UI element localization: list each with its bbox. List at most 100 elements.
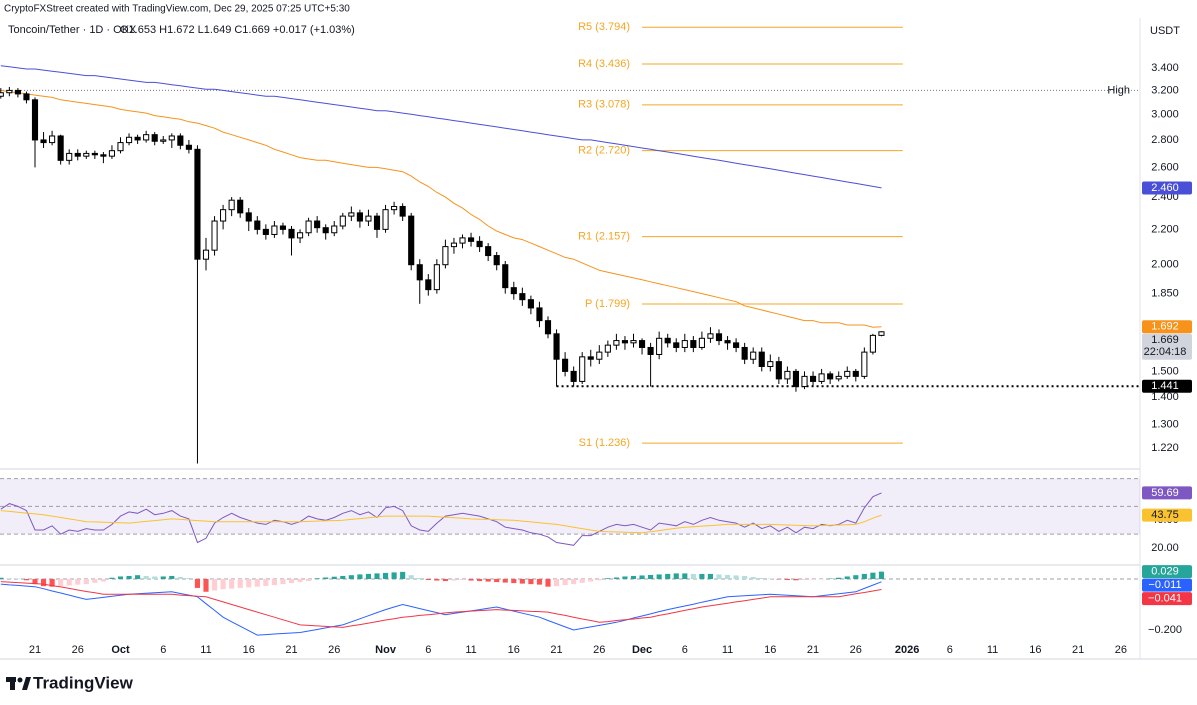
candle-body <box>758 351 765 367</box>
macd-histogram-bar <box>434 579 440 581</box>
price-tag-label: 0.029 <box>1151 566 1179 578</box>
candle-body <box>108 150 116 157</box>
macd-histogram-bar <box>177 576 183 580</box>
branding: TradingView <box>33 673 134 692</box>
candle-body <box>49 135 56 144</box>
candle-body <box>382 209 389 230</box>
y-tick-label: 20.00 <box>1151 542 1179 554</box>
candle-body <box>869 334 876 353</box>
candle-body <box>339 215 346 227</box>
candle-body <box>6 89 13 94</box>
macd-histogram-bar <box>75 579 81 585</box>
y-tick-label: 2.200 <box>1151 223 1179 235</box>
macd-histogram-bar <box>391 572 397 580</box>
macd-histogram-bar <box>237 579 243 588</box>
candle-body <box>296 232 304 239</box>
candle-body <box>202 249 210 260</box>
x-tick-label: 6 <box>425 644 431 656</box>
candle-body <box>194 148 201 260</box>
candle-body <box>74 152 81 157</box>
macd-histogram-bar <box>810 579 816 580</box>
candle-body <box>579 356 586 382</box>
macd-histogram-bar <box>622 576 628 580</box>
price-tag-bg <box>1142 320 1192 334</box>
price-tag-label: 43.75 <box>1151 509 1179 521</box>
high-name: High <box>1107 84 1130 96</box>
x-tick-label: 16 <box>243 644 255 656</box>
macd-histogram-bar <box>160 576 166 580</box>
x-tick-label: 21 <box>1072 644 1084 656</box>
candle-body <box>425 279 432 291</box>
candle-body <box>664 337 671 344</box>
macd-histogram-bar <box>673 573 679 580</box>
candle-body <box>459 237 466 244</box>
candle-body <box>220 209 227 222</box>
macd-histogram-bar <box>297 579 303 583</box>
macd-histogram-bar <box>605 578 611 580</box>
price-tag: −0.041 <box>1142 592 1192 606</box>
price-tag-bg <box>1142 486 1192 500</box>
candle-body <box>656 337 663 355</box>
price-tag: 0.029 <box>1142 565 1192 579</box>
candle-body <box>66 152 73 161</box>
macd-histogram-bar <box>579 579 585 583</box>
macd-histogram-bar <box>836 577 842 580</box>
x-tick-label: Oct <box>111 644 130 656</box>
macd-histogram-bar <box>152 576 158 580</box>
candle-body <box>322 227 329 234</box>
macd-histogram-bar <box>690 573 696 580</box>
macd-histogram-bar <box>83 579 89 585</box>
macd-histogram-bar <box>58 579 64 587</box>
price-tag-bg <box>1142 333 1192 360</box>
macd-histogram-bar <box>733 575 739 580</box>
macd-histogram-bar <box>451 579 457 581</box>
macd-histogram-bar <box>784 579 790 581</box>
candle-body <box>638 340 646 348</box>
macd-histogram-bar <box>306 579 312 582</box>
macd-histogram-bar <box>194 579 201 588</box>
candle-body <box>476 240 483 248</box>
candle-body <box>151 134 158 142</box>
macd-histogram-bar <box>331 576 337 580</box>
candle-body <box>878 331 885 336</box>
macd-histogram-bar <box>459 579 466 581</box>
x-tick-label: 21 <box>550 644 562 656</box>
macd-histogram-bar <box>220 579 226 590</box>
x-tick-label: 11 <box>722 644 733 656</box>
candle-body <box>57 135 64 161</box>
moving-average <box>0 89 882 328</box>
logo-mark <box>17 677 23 683</box>
macd-histogram-bar <box>878 571 885 580</box>
candle-body <box>185 144 192 150</box>
candle-body <box>784 370 791 380</box>
candle-body <box>613 340 620 346</box>
candle-body <box>117 142 124 152</box>
candle-body <box>750 351 757 360</box>
macd-histogram-bar <box>776 579 782 580</box>
pivot-label: R1 (2.157) <box>578 231 630 243</box>
candle-body <box>690 340 697 348</box>
macd-histogram-bar <box>596 579 602 581</box>
x-tick-label: 21 <box>29 644 41 656</box>
macd-histogram-bar <box>853 575 859 580</box>
candle-body <box>596 351 603 360</box>
candle-body <box>450 242 458 248</box>
candle-body <box>14 89 21 95</box>
x-tick-label: Dec <box>632 644 652 656</box>
price-tag-countdown: 22:04:18 <box>1144 346 1187 358</box>
macd-histogram-bar <box>716 574 722 580</box>
candle-body <box>673 342 680 348</box>
macd-histogram-bar <box>169 575 175 580</box>
candle-body <box>827 373 834 380</box>
candle-body <box>416 264 423 281</box>
candle-body <box>0 92 4 97</box>
macd-histogram-bar <box>545 579 551 587</box>
candle-body <box>792 370 800 388</box>
candle-body <box>485 246 492 257</box>
logo-mark <box>22 677 31 690</box>
macd-histogram-bar <box>511 579 517 584</box>
macd-histogram-bar <box>801 579 808 581</box>
x-tick-label: 26 <box>72 644 84 656</box>
candle-body <box>245 212 252 222</box>
